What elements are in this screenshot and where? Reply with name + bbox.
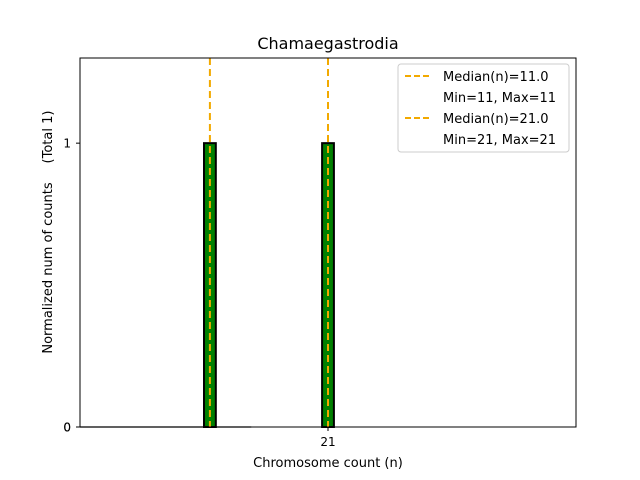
y-tick-label-3: 1 (63, 137, 71, 151)
y-axis-label-note: (Total 1) (41, 111, 56, 164)
x-tick-label-1: 21 (320, 435, 335, 449)
legend: Median(n)=11.0 Min=11, Max=11 Median(n)=… (397, 63, 570, 153)
y-axis: 001 (63, 137, 80, 435)
legend-median-label-2: Median(n)=21.0 (443, 112, 549, 127)
legend-range-label-1: Min=11, Max=11 (443, 91, 556, 106)
y-axis-label: Normalized num of counts (41, 182, 56, 353)
x-axis-label: Chromosome count (n) (253, 456, 403, 471)
legend-box (397, 63, 570, 153)
legend-range-label-2: Min=21, Max=21 (443, 133, 556, 148)
x-axis: 21 (320, 427, 336, 449)
chart-title: Chamaegastrodia (257, 34, 398, 53)
y-tick-label-1: 0 (63, 421, 71, 435)
y-tick-label-2: 0 (63, 421, 71, 435)
legend-median-label-1: Median(n)=11.0 (443, 70, 549, 85)
